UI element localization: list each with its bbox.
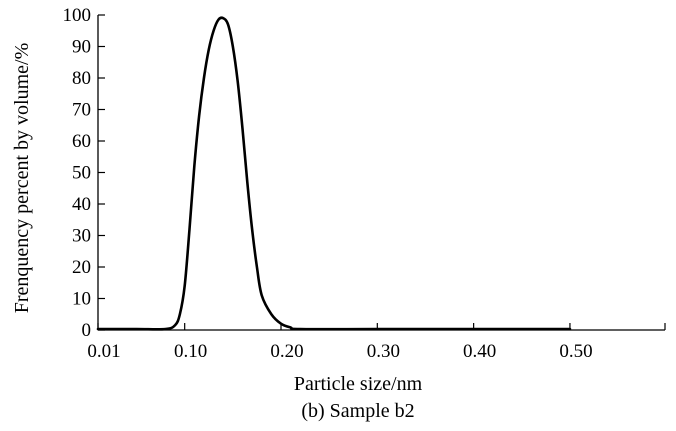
- chart-caption: (b) Sample b2: [301, 400, 414, 422]
- x-axis-title: Particle size/nm: [294, 373, 423, 395]
- x-tick-label: 0.10: [174, 341, 207, 362]
- y-ticks: 0 10 20 30 40 50 60 70 80 90 100: [63, 5, 105, 341]
- y-tick-label: 100: [63, 5, 92, 26]
- axes: [97, 15, 665, 331]
- y-tick-label: 90: [72, 37, 91, 58]
- x-tick-label: 0.40: [463, 341, 496, 362]
- y-tick-label: 70: [72, 100, 91, 121]
- y-tick-label: 30: [72, 226, 91, 247]
- y-tick-label: 10: [72, 289, 91, 310]
- x-tick-label: 0.50: [559, 341, 592, 362]
- series-line: [96, 16, 572, 331]
- x-ticks: 0.01 0.10 0.20 0.30 0.40 0.50: [87, 323, 666, 362]
- x-tick-label: 0.01: [87, 341, 120, 362]
- y-axis-title: Frenquency percent by volume/%: [11, 43, 33, 313]
- y-tick-label: 0: [82, 320, 92, 341]
- y-tick-label: 80: [72, 68, 91, 89]
- x-tick-label: 0.20: [270, 341, 303, 362]
- y-tick-label: 50: [72, 163, 91, 184]
- y-tick-label: 20: [72, 257, 91, 278]
- x-tick-label: 0.30: [367, 341, 400, 362]
- y-tick-label: 40: [72, 194, 91, 215]
- y-tick-label: 60: [72, 131, 91, 152]
